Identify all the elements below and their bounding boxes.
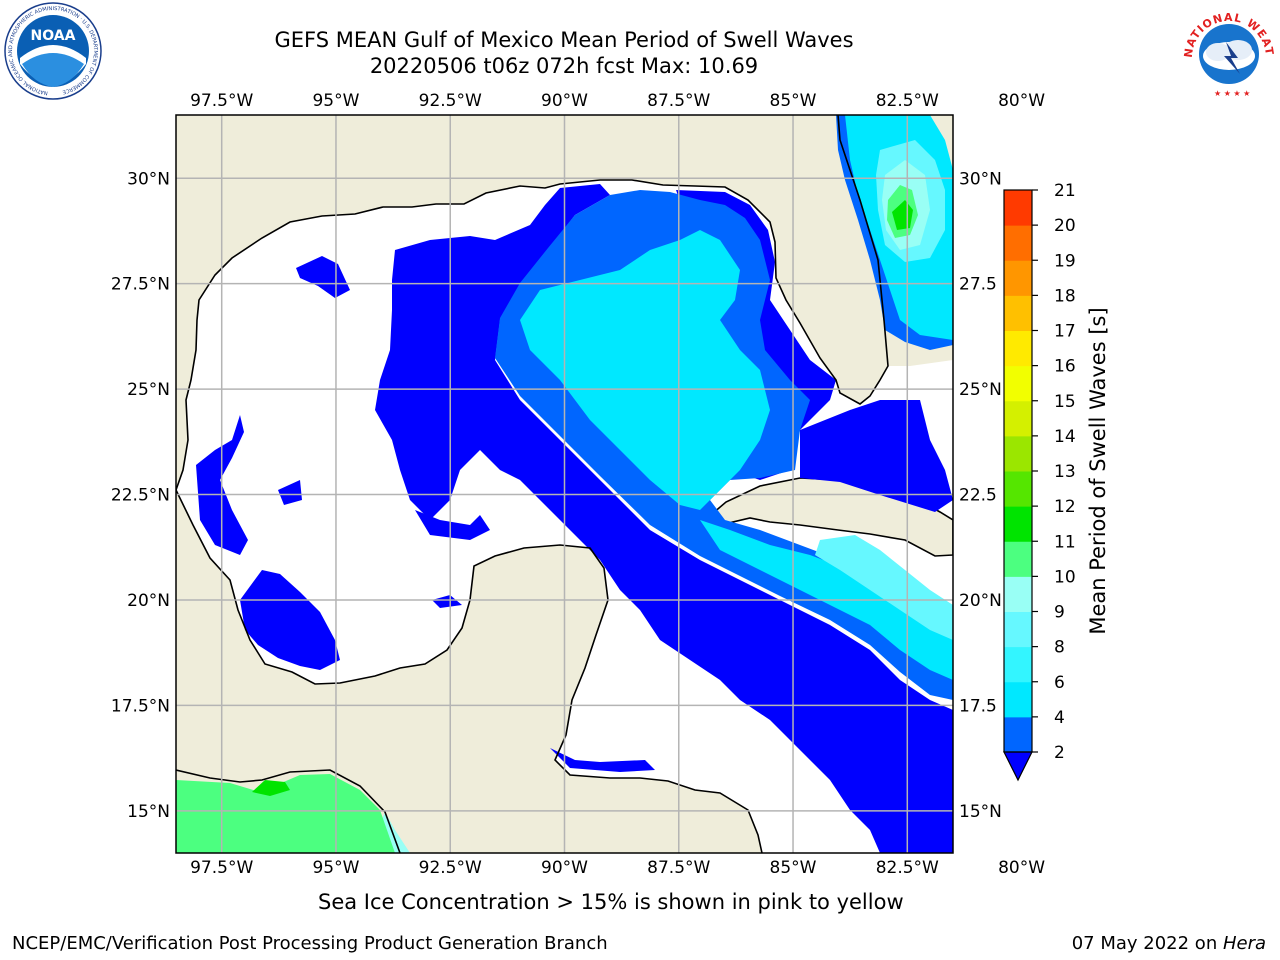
colorbar-tick-label: 6 [1054,673,1065,693]
render-date: 07 May 2022 on Hera [1072,933,1266,954]
svg-text:NOAA: NOAA [31,28,76,44]
axis-tick-labels: 97.5°W 97.5°W 95°W 95°W 92.5°W 92.5°W 90°W 90°W… [111,91,1045,878]
colorbar-tick-label: 9 [1054,603,1065,623]
lat-tick-left: 17.5°N [111,696,170,716]
colorbar-tick-label: 20 [1054,216,1076,236]
lon-tick-top: 90°W [541,91,588,111]
colorbar-segment [1004,541,1032,577]
lat-tick-right: 17.5 [959,696,997,716]
colorbar-segment [1004,646,1032,683]
colorbar-tick-label: 21 [1054,181,1076,201]
lon-tick-top: 80°W [998,91,1045,111]
colorbar-segment [1004,295,1032,331]
lat-tick-left: 30°N [127,169,170,189]
lat-tick-left: 25°N [127,380,170,400]
lat-tick-right: 15°N [959,802,1002,822]
lon-tick-bottom: 92.5°W [419,858,482,878]
lat-tick-right: 30°N [959,169,1002,189]
lon-tick-bottom: 85°W [770,858,817,878]
colorbar-tick-label: 8 [1054,638,1065,658]
lon-tick-top: 82.5°W [876,91,939,111]
producer-branch: NCEP/EMC/Verification Post Processing Pr… [12,933,608,954]
colorbar-segment [1004,681,1032,718]
colorbar-tick-label: 10 [1054,567,1076,587]
colorbar-segment [1004,611,1032,648]
colorbar-tick-label: 16 [1054,357,1076,377]
lon-tick-bottom: 95°W [312,858,359,878]
colorbar-segment [1004,435,1032,472]
colorbar-segment [1004,330,1032,367]
lat-tick-right: 25°N [959,380,1002,400]
map-frame [175,114,954,854]
colorbar-tick-label: 19 [1054,251,1076,271]
colorbar-segment [1004,190,1032,226]
colorbar-segment [1004,576,1032,612]
lon-tick-bottom: 90°W [541,858,588,878]
chart-title: GEFS MEAN Gulf of Mexico Mean Period of … [274,28,854,52]
lon-tick-bottom: 97.5°W [190,858,253,878]
colorbar-segment [1004,365,1032,402]
lon-tick-top: 92.5°W [419,91,482,111]
lat-tick-left: 22.5°N [111,486,170,506]
colorbar-tick-label: 15 [1054,392,1076,412]
colorbar-segment [1004,260,1032,296]
colorbar-tick-label: 11 [1054,532,1076,552]
sea-ice-note: Sea Ice Concentration > 15% is shown in … [318,890,904,914]
nws-logo: NATIONAL WEATHER SERVICE ★ ★ ★ ★ [1178,2,1277,100]
colorbar-segment [1004,471,1032,507]
coastlines [176,115,889,853]
chart-subtitle: 20220506 t06z 072h fcst Max: 10.69 [369,54,759,78]
colorbar-tick-label: 17 [1054,322,1076,342]
lat-tick-right: 20°N [959,591,1002,611]
colorbar-under-triangle [1003,751,1033,782]
colorbar-tick-label: 14 [1054,427,1076,447]
colorbar-label: Mean Period of Swell Waves [s] [1086,307,1110,634]
colorbar-segment [1004,716,1032,753]
lat-tick-right: 22.5 [959,486,997,506]
colorbar-segment [1004,400,1032,437]
svg-text:★ ★ ★ ★: ★ ★ ★ ★ [1214,89,1250,98]
lon-tick-top: 87.5°W [647,91,710,111]
render-date-text: 07 May 2022 on [1071,933,1223,954]
colorbar-tick-label: 4 [1054,708,1065,728]
colorbar-tick-label: 12 [1054,497,1076,517]
lon-tick-top: 97.5°W [190,91,253,111]
colorbar-tick-label: 2 [1054,743,1065,763]
graticule [176,115,953,853]
lat-tick-left: 20°N [127,591,170,611]
lat-tick-left: 27.5°N [111,275,170,295]
colorbar-segment [1004,225,1032,261]
colorbar-tick-label: 18 [1054,286,1076,306]
lon-tick-bottom: 87.5°W [647,858,710,878]
colorbar: 2 4 6 8 9 10 11 12 13 14 15 16 17 18 19 20 21 Mean Period… [1003,181,1110,782]
lon-tick-top: 85°W [770,91,817,111]
lat-tick-left: 15°N [127,802,170,822]
lon-tick-bottom: 80°W [998,858,1045,878]
colorbar-segment [1004,506,1032,542]
render-host: Hera [1222,933,1266,954]
lon-tick-bottom: 82.5°W [876,858,939,878]
lat-tick-right: 27.5 [959,275,997,295]
noaa-logo: NOAA NATIONAL OCEANIC AND ATMOSPHERIC AD… [4,2,102,100]
lon-tick-top: 95°W [312,91,359,111]
colorbar-tick-label: 13 [1054,462,1076,482]
